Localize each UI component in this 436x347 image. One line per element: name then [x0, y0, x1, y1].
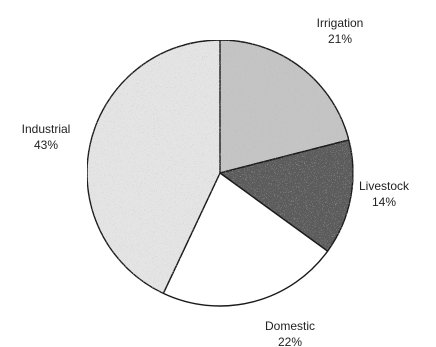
pie-slice-irrigation: [219, 39, 350, 174]
pie-slice-livestock: [218, 139, 354, 253]
slice-value-livestock: 14%: [372, 195, 396, 209]
slice-value-domestic: 22%: [278, 335, 302, 347]
slice-label-irrigation: Irrigation: [317, 16, 364, 30]
slice-label-livestock: Livestock: [359, 179, 410, 193]
slice-value-industrial: 43%: [34, 138, 58, 152]
slice-label-industrial: Industrial: [22, 122, 71, 136]
pie-slice-industrial: [86, 39, 221, 295]
slice-value-irrigation: 21%: [328, 32, 352, 46]
slice-label-domestic: Domestic: [265, 319, 315, 333]
pie-slices: [86, 39, 354, 307]
slice-labels: Irrigation 21% Livestock 14% Domestic 22% Indu…: [22, 16, 410, 347]
